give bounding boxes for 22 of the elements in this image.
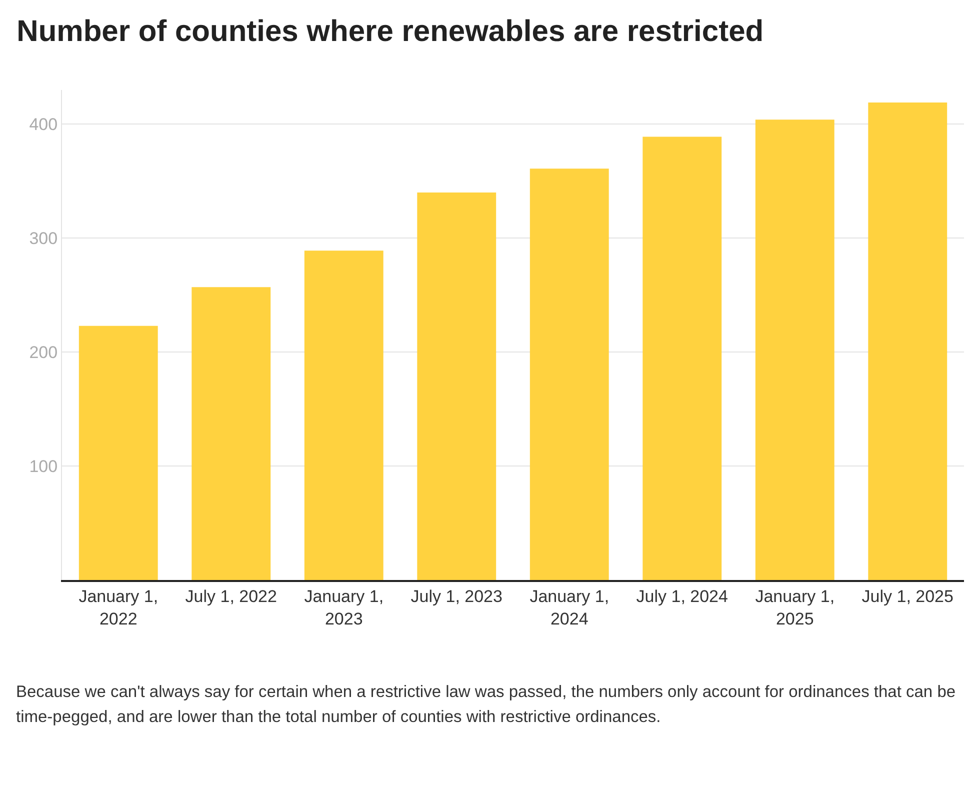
x-tick-label: July 1, 2024 (636, 587, 728, 606)
x-tick-label: January 1, 2023 (304, 587, 384, 628)
bar (642, 136, 722, 580)
bar (755, 120, 834, 580)
bar (78, 326, 158, 580)
y-tick-label: 100 (29, 457, 58, 476)
x-tick-label: July 1, 2025 (862, 587, 954, 606)
bar (530, 168, 609, 580)
y-tick-label: 400 (29, 115, 58, 134)
bar (192, 287, 271, 580)
x-tick-label: January 1, 2025 (755, 587, 835, 628)
text: Because we can't always say for certain when a restrictive law was passed, the numbers only account for ordinances that can be time-pegged, and are lower than the total number of counties with restrictive ordinances. (16, 682, 957, 728)
x-tick-label: July 1, 2023 (410, 587, 502, 606)
x-tick-label: July 1, 2022 (185, 587, 277, 606)
bar (304, 250, 384, 580)
bar (868, 102, 948, 580)
chart-title: Number of counties where renewables are restricted (16, 15, 764, 48)
y-tick-label: 200 (29, 343, 58, 362)
y-tick-label: 300 (29, 229, 58, 248)
bar (417, 192, 496, 580)
x-tick-label: January 1, 2024 (530, 587, 610, 628)
x-tick-label: January 1, 2022 (78, 587, 158, 628)
